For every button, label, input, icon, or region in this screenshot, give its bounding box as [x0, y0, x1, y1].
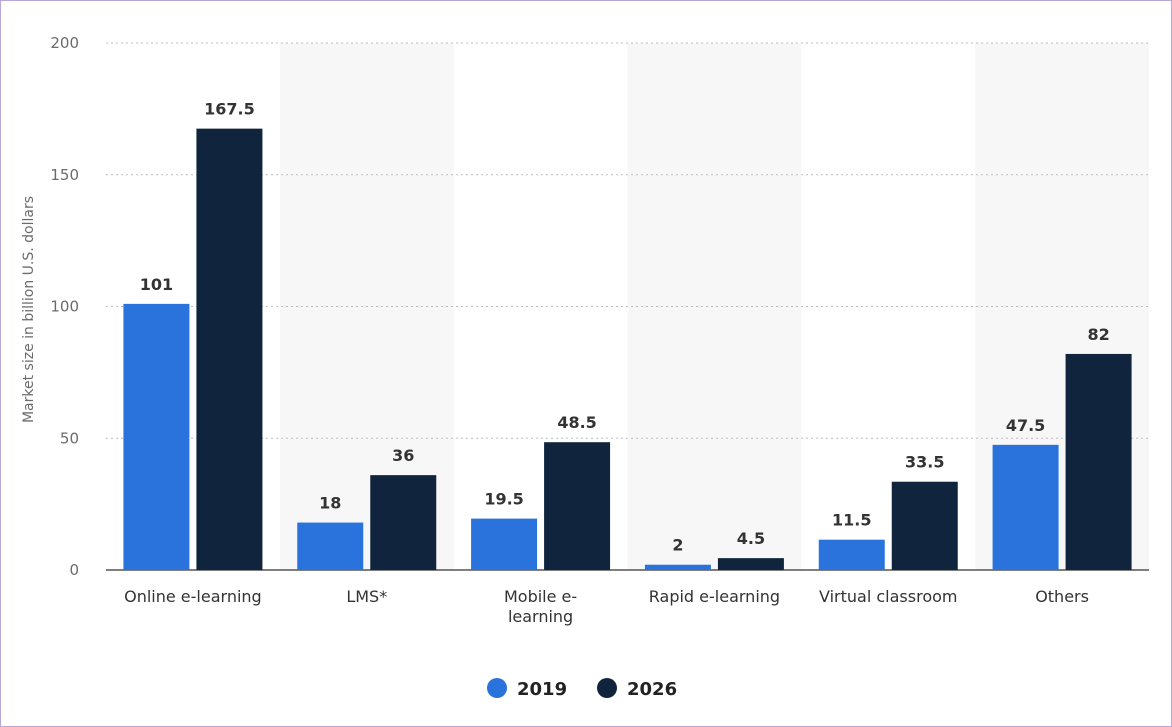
- data-label: 4.5: [737, 529, 765, 548]
- bar: [544, 442, 611, 570]
- x-tick-label: LMS*: [346, 587, 387, 606]
- data-label: 47.5: [1006, 416, 1045, 435]
- x-tick-label: Virtual classroom: [819, 587, 957, 606]
- data-label: 101: [140, 275, 173, 294]
- bar: [644, 564, 711, 570]
- bar: [717, 558, 784, 570]
- data-label: 19.5: [484, 490, 523, 509]
- x-tick-label: learning: [508, 607, 573, 626]
- y-axis-title: Market size in billion U.S. dollars: [21, 196, 37, 423]
- x-tick-label: Mobile e-: [504, 587, 577, 606]
- bar: [818, 539, 885, 570]
- bar: [297, 522, 364, 570]
- x-tick-label: Rapid e-learning: [649, 587, 780, 606]
- legend-swatch: [597, 678, 617, 698]
- y-tick-label: 50: [60, 429, 79, 447]
- bar: [1065, 353, 1132, 570]
- data-label: 11.5: [832, 511, 871, 530]
- data-label: 36: [392, 446, 414, 465]
- x-tick-label: Online e-learning: [124, 587, 262, 606]
- data-label: 48.5: [557, 413, 596, 432]
- x-tick-label: Others: [1035, 587, 1089, 606]
- legend-label: 2026: [627, 679, 677, 700]
- y-tick-label: 200: [50, 34, 79, 52]
- legend-label: 2019: [517, 679, 567, 700]
- bar: [370, 475, 437, 570]
- bar: [196, 128, 263, 570]
- bar: [891, 481, 958, 570]
- data-label: 82: [1087, 325, 1109, 344]
- y-tick-label: 0: [69, 561, 79, 579]
- y-tick-label: 100: [50, 298, 79, 316]
- data-label: 167.5: [204, 100, 255, 119]
- data-label: 18: [319, 494, 341, 513]
- data-label: 2: [672, 536, 683, 555]
- bar: [992, 444, 1059, 570]
- y-tick-label: 150: [50, 166, 79, 184]
- category-band: [627, 43, 802, 570]
- legend-swatch: [487, 678, 507, 698]
- bar: [123, 303, 190, 570]
- bar: [471, 518, 538, 570]
- data-label: 33.5: [905, 453, 944, 472]
